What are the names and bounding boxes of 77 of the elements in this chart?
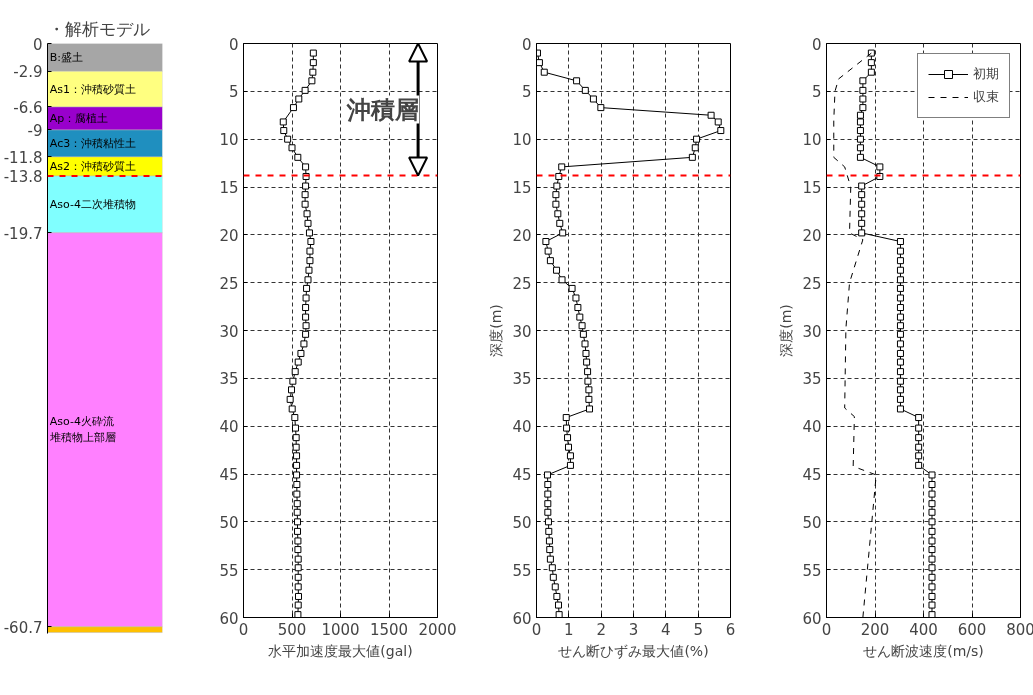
y-tick-label: 60 — [512, 609, 532, 628]
y-tick-label: 60 — [219, 609, 239, 628]
series-label: As2：沖積砂質土 — [49, 160, 137, 173]
x-tick-label: 6 — [725, 620, 736, 639]
y-tick-label: 0 — [811, 35, 822, 54]
y-tick-label: 30 — [219, 322, 239, 341]
x-tick-label: 800 — [1006, 620, 1033, 639]
x-tick-label: 5 — [693, 620, 703, 639]
x-tick-label: 1000 — [321, 620, 360, 639]
y-tick-label: 25 — [219, 274, 239, 293]
y-tick-label: 20 — [802, 226, 822, 245]
series-label: B:盛土 — [49, 50, 84, 64]
x-tick-label: 4 — [661, 620, 671, 639]
x-tick-label: 2 — [596, 620, 606, 639]
x-tick-label: 3 — [628, 620, 639, 639]
y-tick-label: -2.9 — [13, 63, 43, 82]
y-tick-label: 25 — [802, 274, 822, 293]
series-label: Ap：腐植土 — [49, 111, 109, 125]
y-tick-label: 5 — [228, 83, 239, 102]
y-tick-label: 60 — [802, 609, 822, 628]
y-tick-label: 40 — [802, 418, 822, 437]
x-tick-label: 600 — [957, 620, 987, 639]
series-label: Ac3：沖積粘性土 — [49, 136, 137, 150]
y-tick-label: -6.6 — [13, 98, 43, 117]
y-tick-label: 10 — [512, 131, 532, 150]
y-tick-label: 35 — [802, 370, 822, 389]
y-tick-label: 20 — [512, 226, 532, 245]
y-tick-label: 0 — [32, 35, 43, 54]
y-tick-label: 55 — [802, 561, 822, 580]
y-axis-title: 深度(m) — [488, 304, 505, 357]
x-axis-title: 水平加速度最大値(gal) — [268, 642, 413, 659]
y-tick-label: 5 — [811, 83, 822, 102]
y-tick-label: 50 — [219, 513, 239, 532]
series-label: Aso-4火砕流堆積物上部層 — [48, 415, 116, 445]
annotation: 沖積層 — [346, 95, 420, 124]
y-tick-label: 10 — [219, 131, 239, 150]
x-tick-label: 1500 — [369, 620, 409, 639]
chart-title: ・解析モデル — [47, 18, 150, 39]
y-tick-label: 15 — [512, 179, 532, 197]
y-tick-label: 35 — [219, 370, 239, 389]
y-tick-label: 55 — [512, 561, 532, 580]
y-tick-label: 10 — [802, 131, 822, 150]
y-tick-label: 55 — [219, 561, 239, 580]
y-tick-label: 40 — [219, 418, 239, 437]
y-tick-label: 0 — [521, 35, 532, 54]
y-tick-label: 0 — [228, 35, 239, 54]
y-tick-label: 15 — [802, 179, 822, 197]
y-tick-label: 45 — [219, 466, 239, 484]
series-label: Aso-4二次堆積物 — [49, 197, 136, 211]
y-tick-label: -13.8 — [3, 168, 43, 187]
series-label: As1：沖積砂質土 — [49, 82, 137, 96]
y-tick-label: 50 — [802, 513, 822, 532]
y-tick-label: -60.7 — [3, 618, 43, 637]
y-tick-label: 20 — [219, 226, 239, 245]
y-tick-label: 50 — [512, 513, 532, 532]
y-tick-label: 5 — [521, 83, 532, 102]
y-tick-label: -11.8 — [3, 148, 43, 167]
y-tick-label: -19.7 — [3, 224, 43, 243]
y-tick-label: 15 — [219, 179, 239, 197]
x-tick-label: 200 — [860, 620, 890, 639]
y-tick-label: 45 — [512, 466, 532, 484]
y-axis-title: 深度(m) — [778, 304, 795, 357]
legend-label: 初期 — [973, 65, 999, 83]
y-tick-label: 30 — [802, 322, 822, 341]
x-axis-title: せん断波速度(m/s) — [863, 642, 984, 659]
legend-label: 収束 — [973, 88, 999, 106]
y-tick-label: 40 — [512, 418, 532, 437]
y-tick-label: -9 — [27, 121, 43, 140]
y-tick-label: 45 — [802, 466, 822, 484]
y-tick-label: 35 — [512, 370, 532, 389]
y-tick-label: 25 — [512, 274, 532, 293]
x-tick-label: 500 — [277, 620, 307, 639]
x-tick-label: 1 — [564, 620, 574, 639]
y-tick-label: 30 — [512, 322, 532, 341]
x-tick-label: 2000 — [418, 620, 457, 639]
x-axis-title: せん断ひずみ最大値(%) — [558, 642, 709, 659]
x-tick-label: 400 — [909, 620, 938, 639]
